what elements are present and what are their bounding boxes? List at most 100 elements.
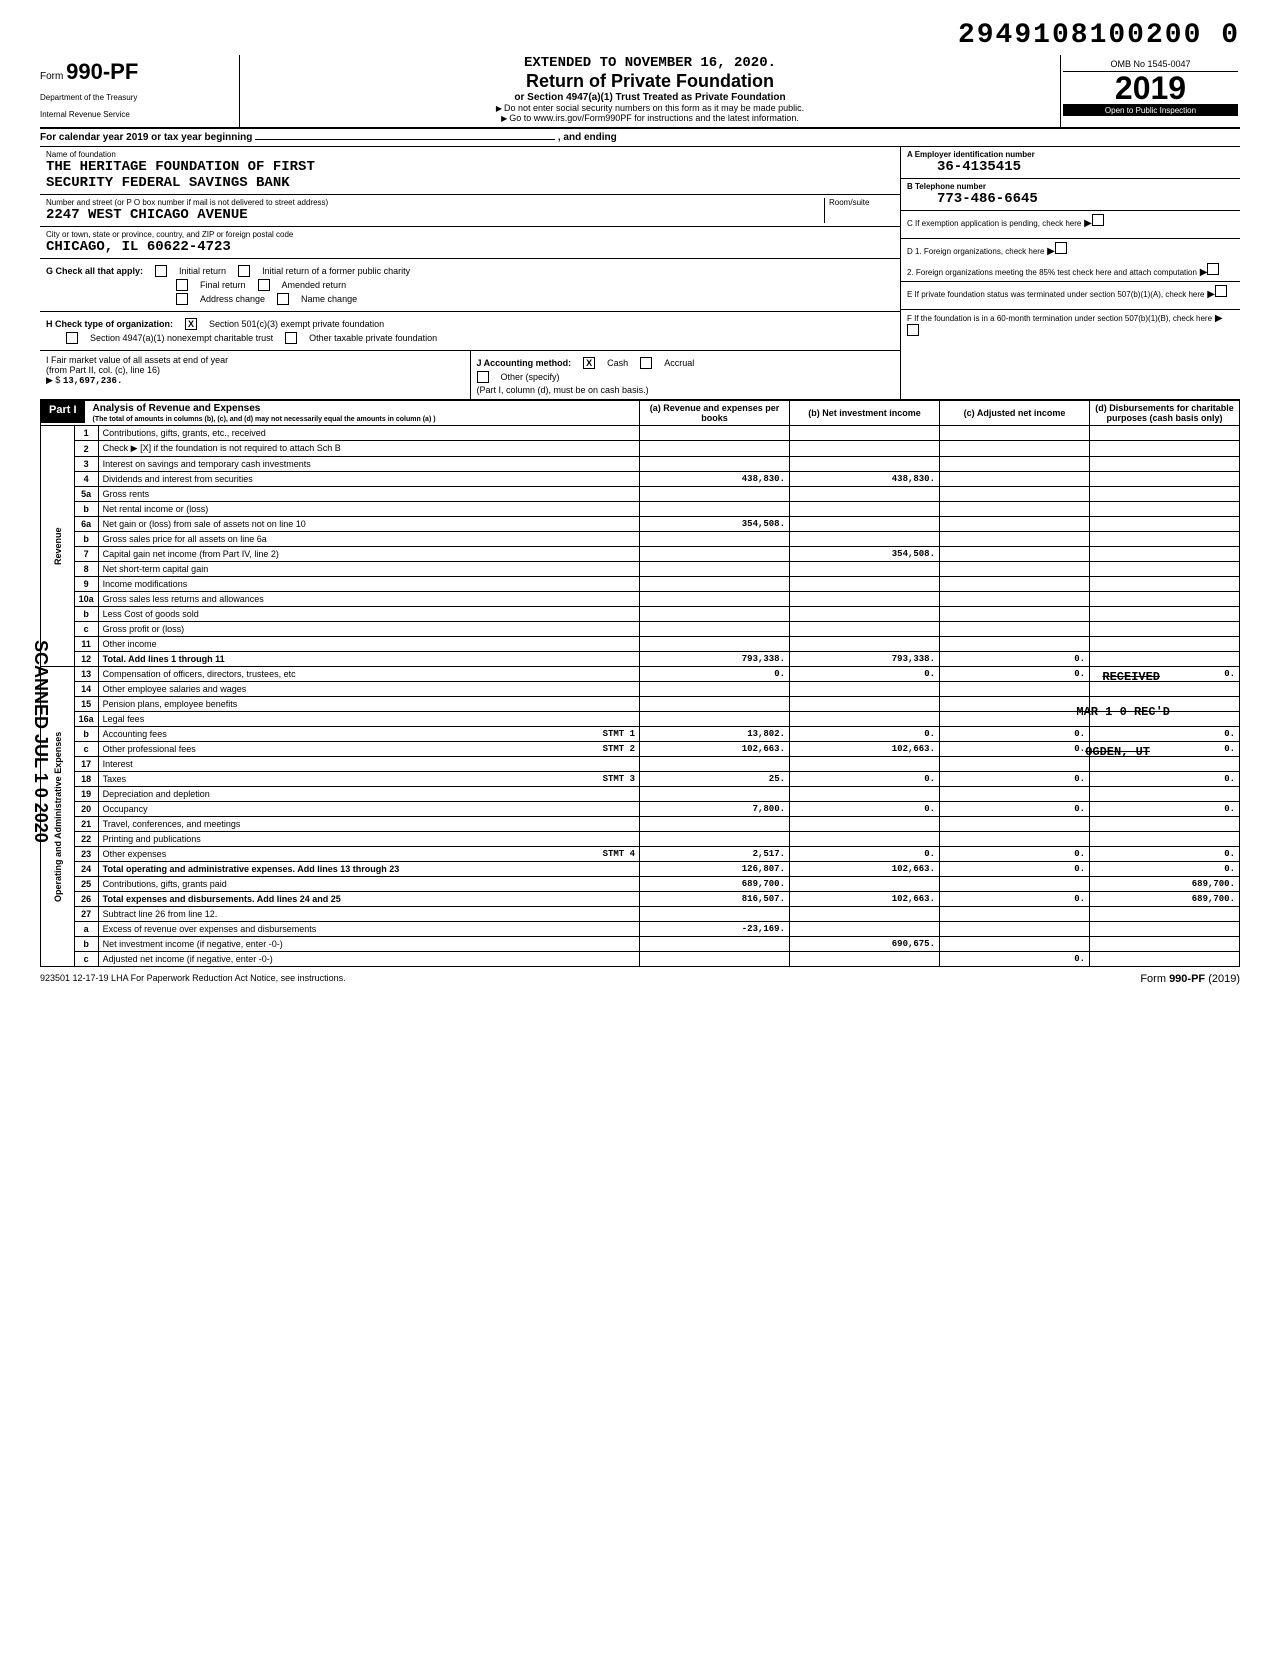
line-desc: Other income: [98, 637, 639, 652]
entity-left: Name of foundation THE HERITAGE FOUNDATI…: [40, 147, 900, 399]
cb-4947[interactable]: [66, 332, 78, 344]
form-subtitle: or Section 4947(a)(1) Trust Treated as P…: [248, 92, 1052, 103]
table-row: 17Interest: [41, 757, 1240, 772]
j-note: (Part I, column (d), must be on cash bas…: [477, 385, 895, 395]
line-number: 18: [74, 772, 98, 787]
line-desc: Capital gain net income (from Part IV, l…: [98, 547, 639, 562]
line-number: c: [74, 742, 98, 757]
cb-d2[interactable]: [1207, 263, 1219, 275]
header-left: Form 990-PF Department of the Treasury I…: [40, 55, 240, 127]
scanned-stamp: SCANNED JUL 1 0 2020: [30, 640, 51, 843]
table-row: cOther professional fees STMT 2102,663.1…: [41, 742, 1240, 757]
col-d-value: 0.: [1090, 772, 1240, 787]
col-d-value: [1090, 637, 1240, 652]
cb-other-method[interactable]: [477, 371, 489, 383]
col-b-value: [790, 952, 940, 967]
col-c-value: [940, 712, 1090, 727]
line-desc: Net gain or (loss) from sale of assets n…: [98, 517, 639, 532]
table-row: aExcess of revenue over expenses and dis…: [41, 922, 1240, 937]
line-number: 9: [74, 577, 98, 592]
col-b-value: [790, 682, 940, 697]
cb-f[interactable]: [907, 324, 919, 336]
col-c-value: [940, 441, 1090, 457]
col-b-value: [790, 817, 940, 832]
header-mid: EXTENDED TO NOVEMBER 16, 2020. Return of…: [240, 55, 1060, 127]
cb-final-return[interactable]: [176, 279, 188, 291]
cb-initial-return[interactable]: [155, 265, 167, 277]
line-number: 4: [74, 472, 98, 487]
d2-label: 2. Foreign organizations meeting the 85%…: [907, 268, 1197, 277]
cb-former-charity[interactable]: [238, 265, 250, 277]
col-b-value: [790, 487, 940, 502]
line-desc: Other professional fees STMT 2: [98, 742, 639, 757]
cb-addr-change[interactable]: [176, 293, 188, 305]
col-b-value: 0.: [790, 802, 940, 817]
opt-amended: Amended return: [282, 280, 347, 290]
col-c-value: [940, 592, 1090, 607]
col-a-value: [640, 441, 790, 457]
col-c-value: [940, 517, 1090, 532]
table-row: 11Other income: [41, 637, 1240, 652]
form-number: 990-PF: [66, 59, 138, 84]
line-number: 8: [74, 562, 98, 577]
ein-value: 36-4135415: [907, 159, 1234, 175]
cb-cash[interactable]: X: [583, 357, 595, 369]
cb-e[interactable]: [1215, 285, 1227, 297]
line-desc: Other expenses STMT 4: [98, 847, 639, 862]
opt-namechg: Name change: [301, 294, 357, 304]
cb-name-change[interactable]: [277, 293, 289, 305]
footer-form: 990-PF: [1169, 973, 1205, 985]
cb-501c3[interactable]: X: [185, 318, 197, 330]
cb-other-pf[interactable]: [285, 332, 297, 344]
line-desc: Excess of revenue over expenses and disb…: [98, 922, 639, 937]
ogden-stamp: OGDEN, UT: [1085, 745, 1150, 759]
cb-d1[interactable]: [1055, 242, 1067, 254]
col-d-value: [1090, 922, 1240, 937]
col-d-value: [1090, 787, 1240, 802]
table-row: bNet investment income (if negative, ent…: [41, 937, 1240, 952]
inspection-notice: Open to Public Inspection: [1063, 104, 1238, 116]
col-b-value: 0.: [790, 772, 940, 787]
table-row: 27Subtract line 26 from line 12.: [41, 907, 1240, 922]
table-row: 14Other employee salaries and wages: [41, 682, 1240, 697]
part1-header: Part I Analysis of Revenue and Expenses …: [41, 401, 639, 423]
line-number: 23: [74, 847, 98, 862]
phone-value: 773-486-6645: [907, 191, 1234, 207]
line-desc: Accounting fees STMT 1: [98, 727, 639, 742]
table-row: 22Printing and publications: [41, 832, 1240, 847]
cb-accrual[interactable]: [640, 357, 652, 369]
col-c-value: [940, 577, 1090, 592]
table-row: 25Contributions, gifts, grants paid689,7…: [41, 877, 1240, 892]
j-label: J Accounting method:: [477, 358, 572, 368]
line-number: 17: [74, 757, 98, 772]
foundation-name-1: THE HERITAGE FOUNDATION OF FIRST: [46, 159, 894, 175]
col-a-value: [640, 937, 790, 952]
cb-amended[interactable]: [258, 279, 270, 291]
name-label: Name of foundation: [46, 150, 894, 159]
col-b-value: [790, 457, 940, 472]
col-b-value: 690,675.: [790, 937, 940, 952]
line-number: 14: [74, 682, 98, 697]
col-a-value: 816,507.: [640, 892, 790, 907]
col-a-value: -23,169.: [640, 922, 790, 937]
col-d-value: 689,700.: [1090, 892, 1240, 907]
cb-c[interactable]: [1092, 214, 1104, 226]
e-cell: E If private foundation status was termi…: [901, 282, 1240, 310]
extended-date: EXTENDED TO NOVEMBER 16, 2020.: [248, 55, 1052, 71]
table-row: Revenue1Contributions, gifts, grants, et…: [41, 426, 1240, 441]
col-c-header: (c) Adjusted net income: [940, 401, 1090, 426]
col-a-value: [640, 682, 790, 697]
col-a-value: 689,700.: [640, 877, 790, 892]
cal-begin: For calendar year 2019 or tax year begin…: [40, 132, 252, 143]
f-cell: F If the foundation is in a 60-month ter…: [901, 310, 1240, 342]
col-a-value: [640, 907, 790, 922]
c-label: C If exemption application is pending, c…: [907, 219, 1081, 228]
col-a-value: [640, 547, 790, 562]
line-number: 7: [74, 547, 98, 562]
line-desc: Compensation of officers, directors, tru…: [98, 667, 639, 682]
line-number: 26: [74, 892, 98, 907]
foundation-name-2: SECURITY FEDERAL SAVINGS BANK: [46, 175, 894, 191]
col-a-value: 793,338.: [640, 652, 790, 667]
table-row: 3Interest on savings and temporary cash …: [41, 457, 1240, 472]
col-c-value: [940, 637, 1090, 652]
